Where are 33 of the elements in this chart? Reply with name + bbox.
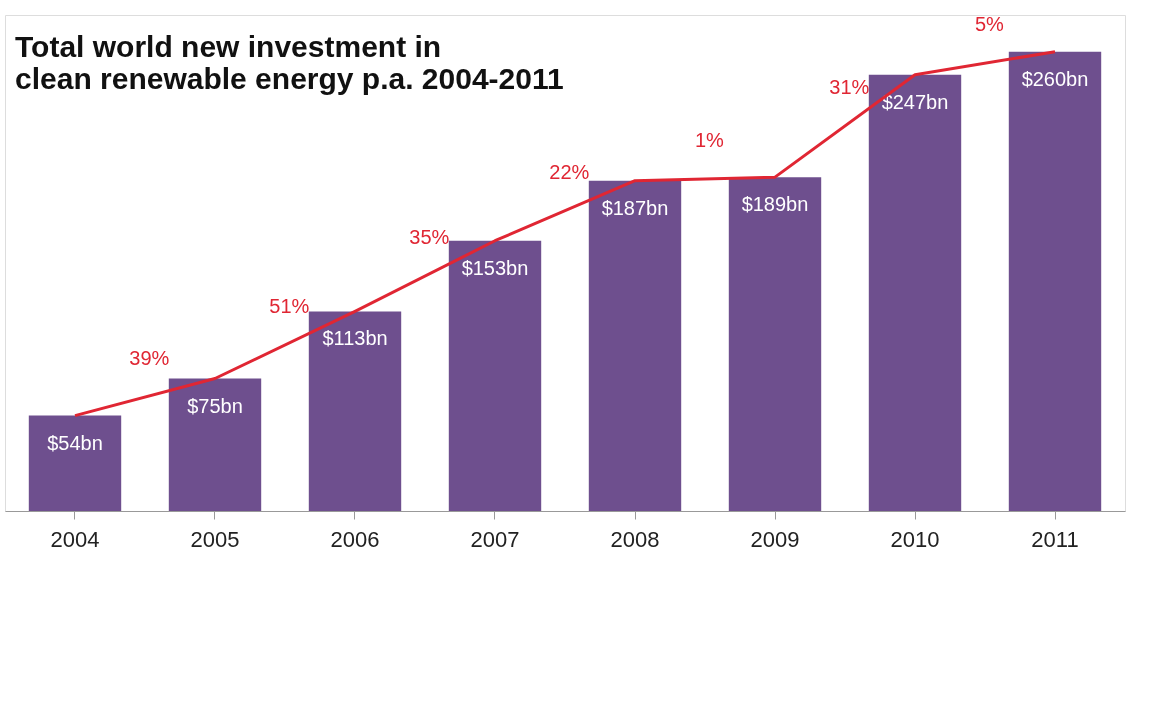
bar [868,74,962,511]
bar [28,415,122,511]
annotation: 51% [269,294,310,317]
annotation: 22% [549,160,590,183]
bar [168,378,262,511]
data-label: $75bn [187,394,243,417]
x-tick-label: 2004 [50,526,100,552]
text: Total world new investment in [15,30,442,63]
data-label: $113bn [322,327,388,350]
text: clean renewable energy p.a. 2004-2011 [15,62,564,95]
x-tick-label: 2006 [330,526,380,552]
bar [728,177,822,511]
bar [308,311,402,511]
text: 5% [974,13,1005,36]
data-label: $54bn [47,431,103,454]
annotation: 1% [694,128,725,151]
data-label: $247bn [881,90,949,113]
bar [588,180,682,511]
data-label: $153bn [461,256,529,279]
x-tick-label: 2011 [1031,526,1079,552]
annotation: 39% [129,347,170,370]
data-label: $187bn [601,196,669,219]
x-tick-label: 2008 [610,526,660,552]
annotation: 35% [409,226,450,249]
x-tick-label: 2007 [470,526,520,552]
bar [448,240,542,511]
x-tick-label: 2009 [750,526,800,552]
x-tick-label: 2010 [890,526,940,552]
annotation: 31% [829,75,870,98]
x-tick-label: 2005 [190,526,240,552]
data-label: $260bn [1021,67,1089,90]
data-label: $189bn [741,193,809,216]
bar [1008,51,1102,511]
